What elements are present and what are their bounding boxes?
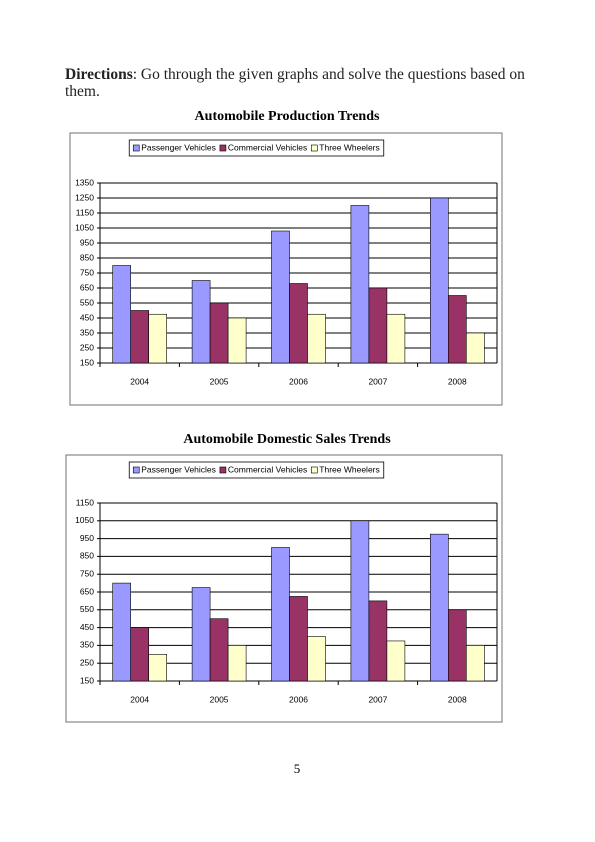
y-tick-label: 150 [80, 675, 94, 685]
bar [227, 317, 247, 364]
directions-label: Directions [65, 66, 133, 83]
legend-box [128, 139, 385, 157]
legend-marker [132, 466, 140, 474]
y-tick-label: 450 [80, 622, 94, 632]
y-tick-label: 1050 [75, 515, 94, 525]
y-tick-label: 450 [80, 312, 94, 322]
bar [191, 587, 211, 682]
bar [148, 653, 167, 682]
x-tick-label: 2008 [448, 376, 467, 386]
x-tick-label: 2004 [130, 376, 149, 386]
y-tick-label: 250 [80, 657, 94, 667]
legend-marker [310, 466, 318, 474]
chart-title: Automobile Domestic Sales Trends [183, 432, 391, 447]
y-tick-label: 750 [80, 568, 94, 578]
y-tick-label: 350 [80, 327, 94, 337]
legend-marker [219, 466, 227, 474]
y-tick-label: 150 [80, 357, 94, 367]
y-tick-label: 1250 [75, 192, 94, 202]
bar [465, 645, 485, 682]
x-tick-label: 2008 [448, 694, 467, 704]
y-tick-label: 850 [80, 252, 94, 262]
x-tick-label: 2007 [368, 694, 387, 704]
y-tick-label: 1050 [75, 222, 94, 232]
legend: Passenger Vehicles Commercial Vehicles Thr… [128, 461, 385, 479]
bar [289, 596, 308, 682]
bar [350, 205, 370, 364]
bar [289, 283, 308, 364]
x-tick-label: 2007 [368, 376, 387, 386]
bar [350, 520, 370, 682]
bar [368, 287, 388, 364]
bar [447, 295, 467, 364]
chart-title: Automobile Production Trends [195, 109, 380, 124]
bar [386, 313, 406, 364]
legend-label: Three Wheelers [319, 464, 379, 474]
directions: Directions: Go through the given graphs … [65, 66, 545, 100]
bar [227, 645, 247, 682]
y-tick-label: 750 [80, 267, 94, 277]
bar [465, 332, 485, 364]
bar [386, 640, 406, 682]
bar [271, 230, 290, 364]
y-tick-label: 550 [80, 297, 94, 307]
bar [112, 265, 131, 364]
x-tick-label: 2006 [289, 694, 308, 704]
y-tick-label: 250 [80, 342, 94, 352]
bar [130, 627, 149, 682]
legend-label: Three Wheelers [319, 142, 379, 152]
legend: Passenger Vehicles Commercial Vehicles Thr… [128, 139, 385, 157]
bar [148, 313, 167, 364]
legend-marker [132, 144, 140, 152]
bar [130, 310, 149, 364]
x-tick-label: 2006 [289, 376, 308, 386]
bar [191, 280, 211, 364]
directions-text: : Go through the given graphs and solve … [65, 66, 525, 100]
y-tick-label: 950 [80, 237, 94, 247]
legend-label: Passenger Vehicles [141, 142, 216, 152]
x-tick-label: 2005 [210, 376, 229, 386]
legend-marker [310, 144, 318, 152]
bar [429, 197, 449, 364]
y-tick-label: 1350 [75, 177, 94, 187]
y-tick-label: 1150 [76, 207, 95, 217]
y-tick-label: 350 [80, 640, 94, 650]
bar [209, 302, 229, 364]
legend-label: Commercial Vehicles [228, 464, 307, 474]
legend-box [128, 461, 385, 479]
y-tick-label: 850 [80, 551, 94, 561]
bar [447, 609, 467, 682]
x-tick-label: 2005 [210, 694, 229, 704]
legend-label: Commercial Vehicles [228, 142, 307, 152]
bar [307, 636, 326, 682]
y-tick-label: 950 [80, 533, 94, 543]
y-tick-label: 550 [80, 604, 94, 614]
bar [307, 313, 326, 364]
page-number: 5 [294, 761, 301, 776]
legend-marker [219, 144, 227, 152]
x-tick-label: 2004 [130, 694, 149, 704]
y-tick-label: 650 [80, 282, 94, 292]
bar [429, 533, 449, 682]
y-tick-label: 1150 [76, 497, 95, 507]
bar [112, 582, 131, 682]
bar [368, 600, 388, 682]
bar [209, 618, 229, 682]
y-tick-label: 650 [80, 586, 94, 596]
bar [271, 547, 290, 682]
legend-label: Passenger Vehicles [141, 464, 216, 474]
